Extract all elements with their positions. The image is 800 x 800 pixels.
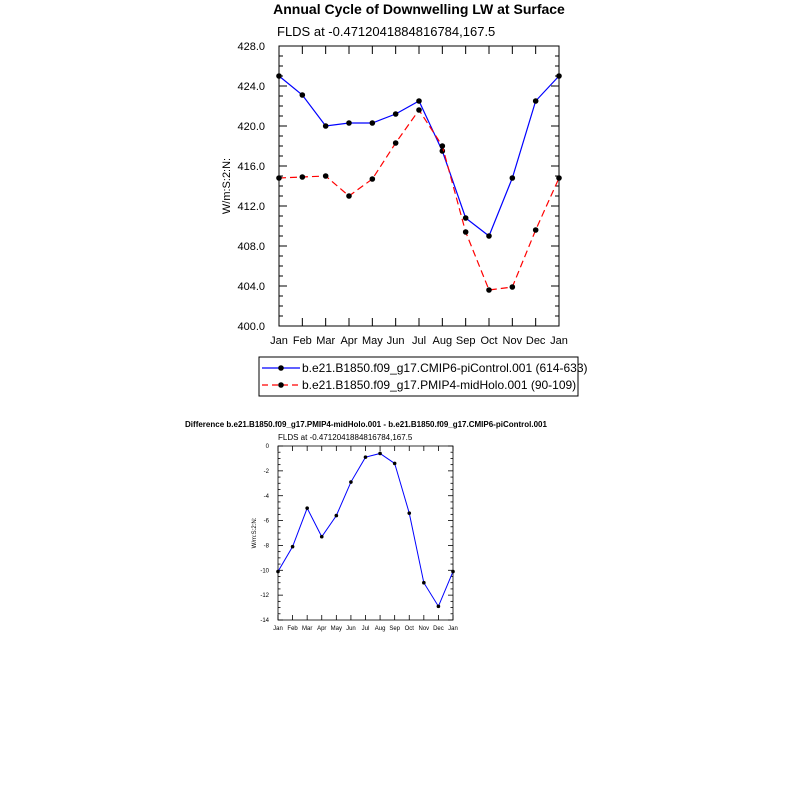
chart1-series-1-point [462, 215, 469, 221]
chart1-series-1-point [556, 73, 562, 79]
chart1-legend: b.e21.B1850.f09_g17.CMIP6-piControl.001 … [258, 356, 588, 397]
chart1-series-2-point [509, 284, 516, 290]
chart2-series-1-point [319, 534, 324, 539]
chart1-ytick-label: 428.0 [237, 41, 265, 53]
chart1-series-2-line [278, 108, 560, 291]
chart1-ylabel: W/m:S:2:N: [221, 158, 233, 214]
chart1-series-2-point [369, 176, 376, 182]
chart2-xtick-label: Dec [433, 626, 444, 632]
chart2-xtick-label: Jun [346, 626, 356, 632]
chart2-series-1-point [334, 513, 339, 518]
chart2-series-1-point [378, 451, 382, 456]
chart2-xtick-label: Jul [362, 626, 370, 632]
chart1-series-1-point [416, 98, 422, 104]
chart1-series-1-point [276, 73, 282, 79]
chart2-series-1-line [277, 452, 454, 608]
chart1-series-1-point [486, 233, 492, 239]
chart1-ytick-label: 416.0 [237, 161, 265, 173]
chart2-xtick-label: Apr [317, 626, 326, 632]
chart1-series-2-point [392, 140, 399, 146]
chart1-xtick-label: Jan [550, 335, 568, 347]
chart1-series-1-point [322, 123, 329, 129]
chart2-series-1-point [349, 480, 353, 484]
chart1-xtick-label: Mar [316, 335, 335, 347]
legend-marker-2 [278, 382, 284, 388]
chart2-ytick-label: -8 [264, 544, 270, 550]
chart1-xtick-label: May [362, 335, 383, 347]
chart1-xtick-label: Feb [293, 335, 312, 347]
chart2-series-1-point [305, 506, 309, 510]
chart1-series-2-point [462, 229, 469, 235]
chart1-series-2-point [346, 193, 352, 199]
chart2-ytick-label: -10 [260, 568, 269, 574]
chart1-series-2-point [556, 175, 562, 181]
chart1-xtick-label: Jun [387, 335, 405, 347]
chart2-series-1-point [422, 580, 426, 585]
chart1-series-2-point [322, 173, 329, 179]
chart1-xtick-label: Aug [433, 335, 453, 347]
chart1-ytick-label: 424.0 [237, 81, 265, 93]
chart2-series-1-point [451, 569, 455, 574]
legend-marker-1 [278, 365, 284, 371]
chart1-xtick-label: Nov [503, 335, 523, 347]
chart2-ytick-label: -12 [260, 593, 269, 599]
chart2-xtick-label: May [331, 626, 342, 632]
legend-label-1: b.e21.B1850.f09_g17.CMIP6-piControl.001 … [302, 361, 588, 375]
chart1-xtick-label: Apr [340, 335, 357, 347]
chart1-series-1-point [509, 175, 516, 181]
chart1-series-1-point [346, 120, 352, 126]
chart1-series-2-point [486, 287, 492, 293]
chart1-ytick-label: 408.0 [237, 241, 265, 253]
chart2-plot-area: -14 -12 -10 -8 -6 -4 -2 0 Jan Feb Mar Apr May Jun Jul A… [260, 444, 458, 632]
chart2-series-1-point [392, 461, 397, 466]
chart1-xtick-label: Jul [412, 335, 426, 347]
chart1-xtick-label: Jan [270, 335, 288, 347]
chart1-title: Annual Cycle of Downwelling LW at Surfac… [273, 1, 565, 17]
chart2-series-1-point [363, 455, 368, 459]
chart2-ytick-label: -2 [264, 469, 270, 475]
chart2-series-1-point [290, 544, 295, 549]
chart2-series-1-point [276, 569, 280, 574]
chart2-plot-frame [277, 445, 454, 621]
chart1-series-1-point [299, 92, 306, 98]
chart1-series-2-point [532, 227, 539, 233]
chart1-series-2-point [416, 107, 422, 113]
chart2-xtick-label: Oct [405, 626, 415, 632]
chart1-ytick-label: 404.0 [237, 281, 265, 293]
chart1-series-2-point [439, 143, 446, 149]
chart2-ytick-label: 0 [266, 444, 270, 450]
chart2-ytick-label: -6 [264, 519, 270, 525]
chart1-xtick-label: Sep [456, 335, 476, 347]
chart1-ytick-label: 420.0 [237, 121, 265, 133]
chart1-series-1-point [532, 98, 539, 104]
chart2-series-1-point [436, 604, 441, 609]
chart1-ytick-label: 412.0 [237, 201, 265, 213]
chart2-series-1-point [407, 511, 412, 515]
chart1-plot-area: 400.0 404.0 408.0 412.0 416.0 420.0 424.0 428.0… [237, 41, 567, 347]
chart1-plot-frame [278, 45, 560, 327]
chart1-ytick-label: 400.0 [237, 321, 265, 333]
chart2-xtick-label: Aug [375, 626, 386, 632]
chart2-xtick-label: Jan [273, 626, 283, 632]
chart1-series-2-point [276, 175, 282, 181]
chart1-series-2-point [299, 174, 306, 180]
chart1-series-1-point [369, 120, 376, 126]
chart2-title: Difference b.e21.B1850.f09_g17.PMIP4-mid… [185, 420, 547, 429]
legend-box [258, 356, 579, 397]
chart2-xtick-label: Jan [448, 626, 458, 632]
chart2-ytick-label: -14 [260, 618, 269, 624]
chart1-subtitle: FLDS at -0.4712041884816784,167.5 [277, 24, 495, 39]
chart2-ylabel: W/m:S:2:N: [252, 517, 258, 548]
chart2-xtick-label: Mar [302, 626, 312, 632]
legend-label-2: b.e21.B1850.f09_g17.PMIP4-midHolo.001 (9… [302, 378, 576, 392]
chart1-xtick-label: Oct [480, 335, 497, 347]
chart2-xtick-label: Nov [418, 626, 429, 632]
chart2-subtitle: FLDS at -0.4712041884816784,167.5 [278, 433, 413, 442]
chart1-series-1-point [392, 111, 399, 117]
chart1-xtick-label: Dec [526, 335, 546, 347]
chart2-ytick-label: -4 [264, 494, 270, 500]
chart2-xtick-label: Feb [287, 626, 298, 632]
chart2-xtick-label: Sep [389, 626, 400, 632]
